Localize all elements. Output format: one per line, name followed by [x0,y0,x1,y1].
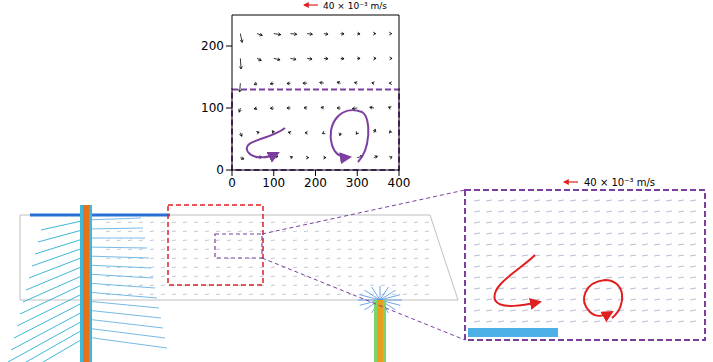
svg-text:0: 0 [216,163,224,177]
svg-text:40 × 10⁻³ m/s: 40 × 10⁻³ m/s [323,1,387,11]
svg-text:200: 200 [201,39,224,53]
svg-text:100: 100 [262,176,285,190]
svg-text:200: 200 [304,176,327,190]
svg-text:40 × 10⁻³ m/s: 40 × 10⁻³ m/s [584,177,655,188]
svg-text:400: 400 [388,176,411,190]
svg-text:100: 100 [201,101,224,115]
svg-text:0: 0 [228,176,236,190]
svg-text:300: 300 [346,176,369,190]
